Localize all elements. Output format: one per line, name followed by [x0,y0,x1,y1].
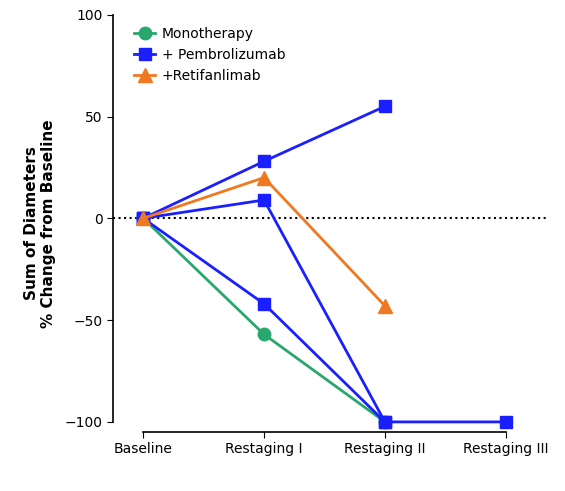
Y-axis label: Sum of Diameters
% Change from Baseline: Sum of Diameters % Change from Baseline [24,119,56,327]
Legend: Monotherapy, + Pembrolizumab, +Retifanlimab: Monotherapy, + Pembrolizumab, +Retifanli… [129,22,291,89]
